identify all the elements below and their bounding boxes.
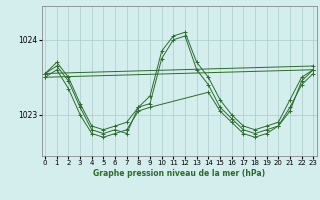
X-axis label: Graphe pression niveau de la mer (hPa): Graphe pression niveau de la mer (hPa) — [93, 169, 265, 178]
